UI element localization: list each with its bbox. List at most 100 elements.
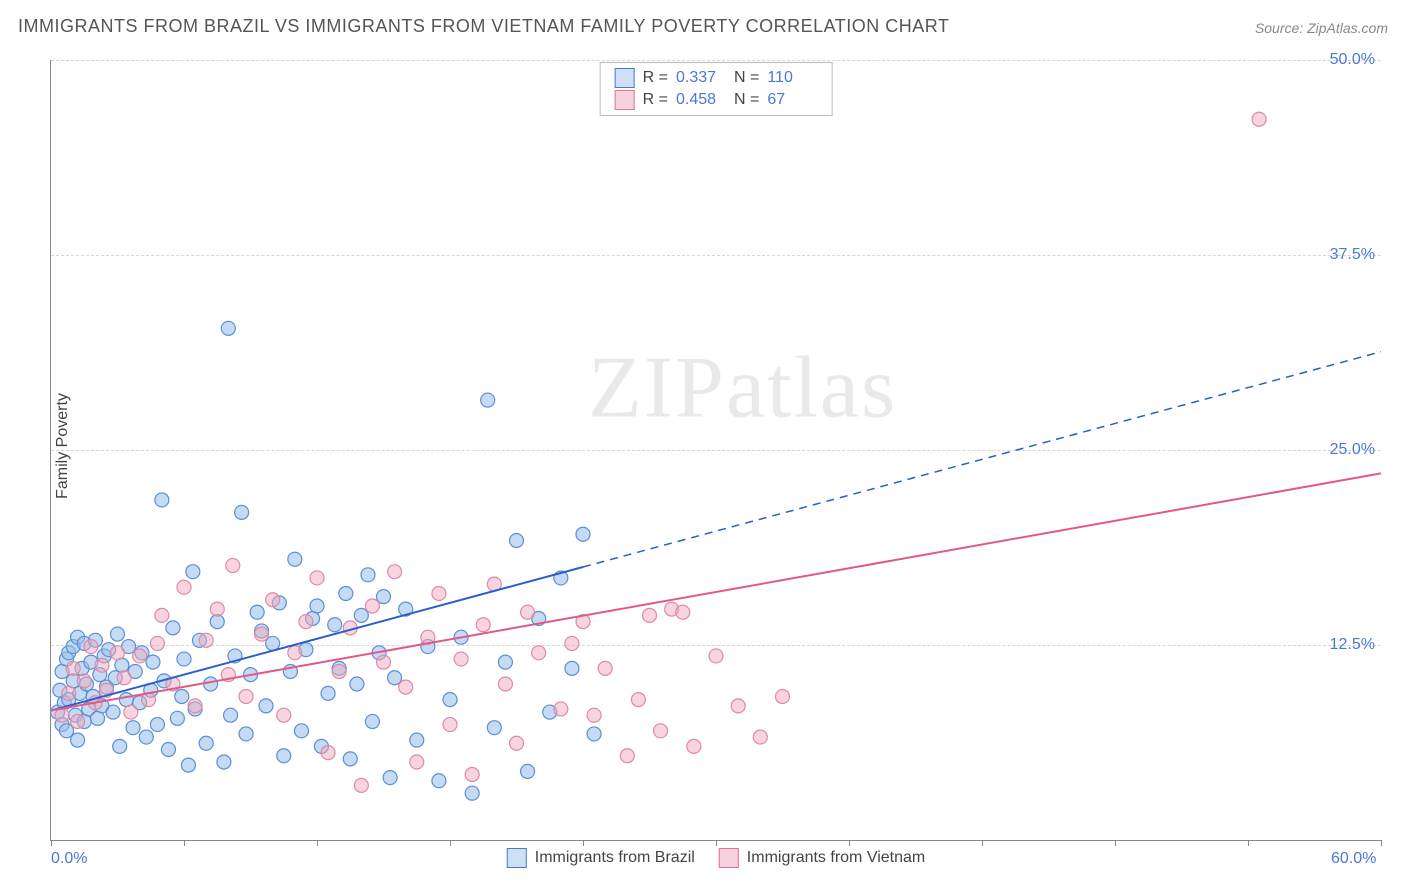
scatter-point <box>288 552 302 566</box>
x-tick-label: 0.0% <box>51 850 87 868</box>
scatter-point <box>339 587 353 601</box>
scatter-point <box>266 636 280 650</box>
scatter-point <box>95 658 109 672</box>
scatter-point <box>383 771 397 785</box>
scatter-point <box>753 730 767 744</box>
stats-legend-row: R = 0.337 N = 110 <box>615 67 818 89</box>
scatter-point <box>576 527 590 541</box>
scatter-point <box>294 724 308 738</box>
scatter-point <box>117 671 131 685</box>
scatter-point <box>631 693 645 707</box>
scatter-point <box>199 633 213 647</box>
scatter-point <box>150 718 164 732</box>
scatter-point <box>221 321 235 335</box>
scatter-point <box>343 752 357 766</box>
scatter-point <box>113 739 127 753</box>
scatter-point <box>510 533 524 547</box>
scatter-point <box>239 727 253 741</box>
scatter-point <box>177 652 191 666</box>
scatter-point <box>388 565 402 579</box>
scatter-point <box>60 724 74 738</box>
scatter-point <box>150 636 164 650</box>
scatter-point <box>377 590 391 604</box>
scatter-point <box>310 571 324 585</box>
scatter-point <box>321 686 335 700</box>
scatter-point <box>498 677 512 691</box>
scatter-point <box>66 661 80 675</box>
n-value: 67 <box>767 89 817 111</box>
scatter-point <box>587 727 601 741</box>
series-legend: Immigrants from Brazil Immigrants from V… <box>507 848 925 868</box>
scatter-point <box>565 636 579 650</box>
x-tick <box>317 840 318 846</box>
scatter-point <box>365 599 379 613</box>
n-label: N = <box>734 67 759 89</box>
r-label: R = <box>643 89 668 111</box>
scatter-point <box>111 627 125 641</box>
scatter-point <box>217 755 231 769</box>
scatter-point <box>224 708 238 722</box>
scatter-point <box>776 689 790 703</box>
scatter-point <box>71 733 85 747</box>
scatter-point <box>687 739 701 753</box>
swatch-icon <box>615 90 635 110</box>
x-tick <box>1115 840 1116 846</box>
scatter-point <box>598 661 612 675</box>
legend-label: Immigrants from Brazil <box>535 849 695 867</box>
scatter-point <box>731 699 745 713</box>
scatter-point <box>554 702 568 716</box>
scatter-point <box>175 689 189 703</box>
swatch-icon <box>615 68 635 88</box>
scatter-point <box>350 677 364 691</box>
scatter-point <box>481 393 495 407</box>
scatter-point <box>328 618 342 632</box>
scatter-point <box>186 565 200 579</box>
scatter-point <box>139 730 153 744</box>
x-tick <box>1381 840 1382 846</box>
scatter-point <box>676 605 690 619</box>
scatter-point <box>365 714 379 728</box>
chart-svg <box>51 60 1381 840</box>
scatter-point <box>565 661 579 675</box>
scatter-point <box>521 764 535 778</box>
x-tick-label: 60.0% <box>1331 850 1376 868</box>
legend-item: Immigrants from Vietnam <box>719 848 925 868</box>
scatter-point <box>133 649 147 663</box>
scatter-point <box>210 602 224 616</box>
scatter-point <box>709 649 723 663</box>
scatter-point <box>643 608 657 622</box>
scatter-point <box>321 746 335 760</box>
scatter-point <box>399 680 413 694</box>
r-value: 0.337 <box>676 67 726 89</box>
scatter-point <box>235 505 249 519</box>
x-tick <box>1248 840 1249 846</box>
scatter-point <box>259 699 273 713</box>
stats-legend-row: R = 0.458 N = 67 <box>615 89 818 111</box>
swatch-icon <box>507 848 527 868</box>
scatter-point <box>410 755 424 769</box>
scatter-point <box>188 699 202 713</box>
trend-line <box>51 473 1381 710</box>
scatter-point <box>476 618 490 632</box>
scatter-point <box>77 674 91 688</box>
scatter-point <box>62 686 76 700</box>
scatter-point <box>266 593 280 607</box>
scatter-point <box>388 671 402 685</box>
scatter-point <box>288 646 302 660</box>
scatter-point <box>432 587 446 601</box>
trend-line-dashed <box>583 352 1381 567</box>
x-tick <box>450 840 451 846</box>
scatter-point <box>377 655 391 669</box>
scatter-point <box>443 693 457 707</box>
stats-legend: R = 0.337 N = 110 R = 0.458 N = 67 <box>600 62 833 116</box>
scatter-point <box>106 705 120 719</box>
scatter-point <box>250 605 264 619</box>
scatter-point <box>332 665 346 679</box>
scatter-point <box>126 721 140 735</box>
source-label: Source: ZipAtlas.com <box>1255 20 1388 36</box>
chart-title: IMMIGRANTS FROM BRAZIL VS IMMIGRANTS FRO… <box>18 16 1388 37</box>
x-tick <box>849 840 850 846</box>
scatter-point <box>84 640 98 654</box>
scatter-point <box>170 711 184 725</box>
scatter-point <box>204 677 218 691</box>
